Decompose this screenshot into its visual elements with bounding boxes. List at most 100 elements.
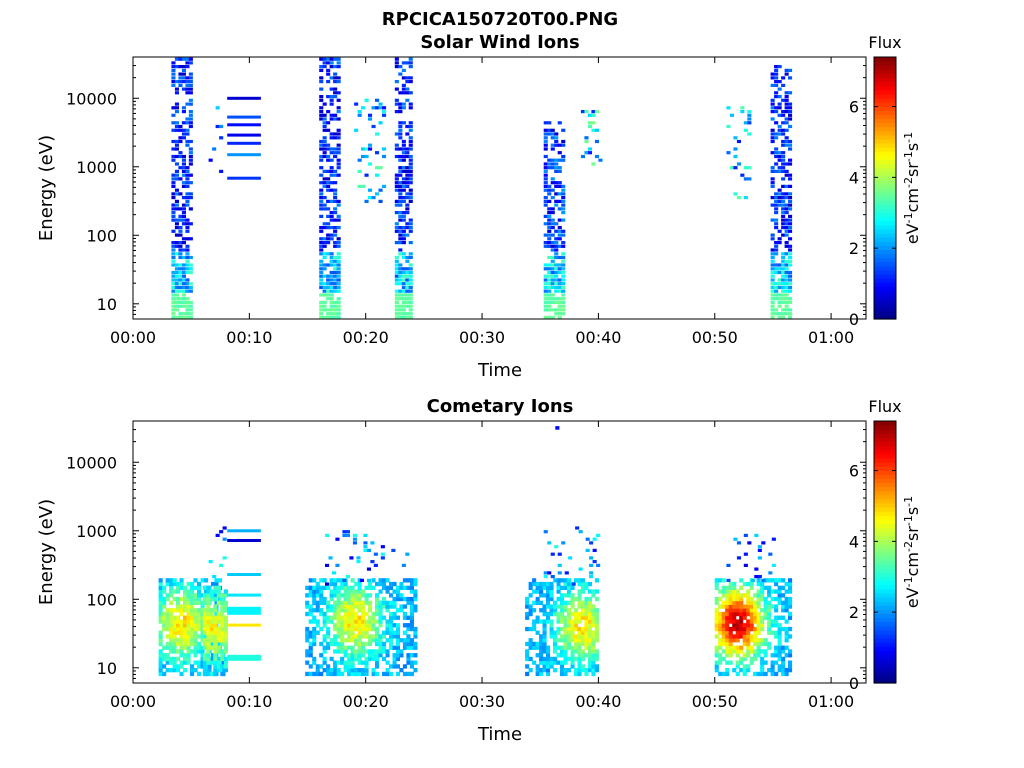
- heatmap-cell: [584, 653, 589, 658]
- heatmap-cell: [788, 173, 793, 177]
- heatmap-cell: [761, 541, 766, 545]
- heatmap-cell: [389, 585, 394, 590]
- heatmap-cell: [319, 98, 324, 102]
- heatmap-cell: [336, 596, 341, 602]
- heatmap-cell: [315, 604, 320, 609]
- heatmap-cell: [525, 615, 530, 620]
- heatmap-cell: [408, 154, 413, 159]
- heatmap-cell: [361, 604, 366, 609]
- heatmap-cell: [176, 656, 181, 662]
- heatmap-cell: [413, 581, 418, 587]
- heatmap-cell: [767, 600, 772, 605]
- heatmap-cell: [394, 177, 399, 181]
- heatmap-cell: [185, 143, 190, 147]
- heatmap-cell: [181, 162, 186, 166]
- heatmap-cell: [350, 653, 355, 658]
- heatmap-cell: [197, 619, 202, 624]
- heatmap-cell: [788, 308, 793, 312]
- heatmap-cell: [174, 285, 179, 290]
- heatmap-cell: [206, 596, 211, 602]
- heatmap-cell: [336, 649, 341, 654]
- heatmap-cell: [591, 634, 596, 639]
- heatmap-cell: [401, 270, 406, 275]
- heatmap-cell: [395, 589, 400, 594]
- heatmap-cell: [336, 166, 341, 170]
- heatmap-cell: [739, 645, 744, 650]
- heatmap-cell: [183, 619, 188, 624]
- heatmap-cell: [223, 656, 228, 662]
- heatmap-cell: [549, 604, 554, 609]
- heatmap-cell: [747, 110, 752, 114]
- panel-title-solar-wind: Solar Wind Ions: [420, 32, 579, 53]
- heatmap-cell: [532, 600, 537, 605]
- heatmap-cell: [408, 181, 413, 185]
- heatmap-cell: [174, 139, 179, 144]
- heatmap-cell: [326, 600, 331, 605]
- heatmap-cell: [329, 270, 334, 275]
- heatmap-cell: [781, 600, 786, 605]
- heatmap-cell: [784, 110, 789, 114]
- heatmap-cell: [366, 578, 371, 582]
- heatmap-cell: [754, 567, 759, 571]
- heatmap-cell: [560, 619, 565, 624]
- heatmap-cell: [368, 143, 373, 147]
- heatmap-cell: [736, 196, 741, 200]
- heatmap-cell: [315, 664, 320, 669]
- heatmap-cell: [361, 589, 366, 594]
- heatmap-cell: [322, 623, 327, 628]
- heatmap-cell: [202, 668, 207, 673]
- heatmap-cell: [305, 653, 310, 658]
- heatmap-cell: [556, 581, 561, 587]
- heatmap-cell: [326, 634, 331, 639]
- heatmap-cell: [788, 255, 793, 260]
- heatmap-cell: [760, 656, 765, 662]
- heatmap-cell: [554, 166, 559, 170]
- heatmap-cell: [186, 634, 191, 639]
- heatmap-cell: [366, 567, 371, 571]
- heatmap-cell: [409, 623, 414, 628]
- heatmap-cell: [371, 653, 376, 658]
- heatmap-cell: [754, 533, 759, 537]
- heatmap-cell: [549, 656, 554, 662]
- heatmap-cell: [591, 110, 596, 114]
- heatmap-cell: [162, 671, 167, 677]
- heatmap-cell: [158, 589, 163, 594]
- heatmap-cell: [188, 315, 193, 319]
- heatmap-cell: [333, 289, 338, 293]
- heatmap-cell: [784, 244, 789, 248]
- heatmap-cell: [371, 656, 376, 662]
- heatmap-cell: [788, 578, 793, 583]
- heatmap-cell: [213, 656, 218, 662]
- heatmap-cell: [357, 668, 362, 673]
- heatmap-cell: [172, 608, 177, 613]
- heatmap-cell: [183, 615, 188, 620]
- heatmap-cell: [336, 259, 341, 263]
- heatmap-cell: [550, 285, 555, 290]
- heatmap-cell: [342, 530, 347, 534]
- heatmap-cell: [185, 173, 190, 177]
- heatmap-cell: [408, 136, 413, 140]
- heatmap-cell: [375, 671, 380, 677]
- heatmap-cell: [774, 106, 779, 110]
- heatmap-cell: [223, 619, 228, 624]
- heatmap-cell: [223, 641, 228, 647]
- heatmap-cell: [725, 671, 730, 677]
- heatmap-cell: [770, 255, 775, 260]
- heatmap-cell: [560, 649, 565, 654]
- heatmap-cell: [774, 671, 779, 677]
- heatmap-cell: [308, 649, 313, 654]
- heatmap-cell: [539, 638, 544, 643]
- heatmap-cell: [368, 649, 373, 654]
- heatmap-cell: [542, 608, 547, 613]
- heatmap-cell: [408, 252, 413, 256]
- heatmap-cell: [394, 147, 399, 151]
- heatmap-cell: [214, 578, 219, 583]
- heatmap-cell: [732, 589, 737, 594]
- heatmap-cell: [213, 634, 218, 639]
- heatmap-cell: [543, 300, 548, 304]
- heatmap-cell: [739, 604, 744, 609]
- heatmap-cell: [408, 143, 413, 147]
- heatmap-cell: [556, 585, 561, 590]
- heatmap-cell: [560, 608, 565, 613]
- heatmap-cell: [556, 596, 561, 602]
